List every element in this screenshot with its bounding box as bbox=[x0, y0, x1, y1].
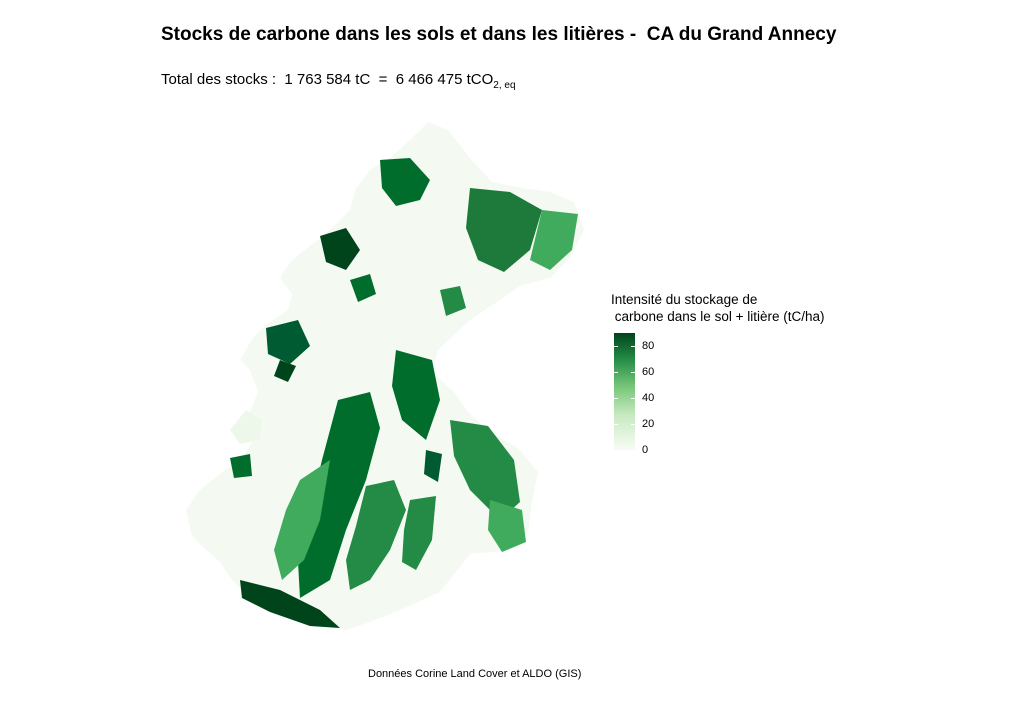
legend-tick-mark-right bbox=[631, 450, 635, 451]
map-subtitle: Total des stocks : 1 763 584 tC = 6 466 … bbox=[161, 71, 516, 91]
forest-patch-north-2 bbox=[320, 228, 360, 270]
forest-fragment-a bbox=[274, 360, 296, 382]
map-caption: Données Corine Land Cover et ALDO (GIS) bbox=[368, 668, 582, 680]
forest-patch-central-east bbox=[392, 350, 440, 440]
legend-tick-mark-left bbox=[614, 346, 618, 347]
forest-ridge-light bbox=[274, 460, 330, 580]
legend-tick-mark-right bbox=[631, 424, 635, 425]
carbon-stock-map bbox=[186, 122, 584, 630]
legend-tick-mark-left bbox=[614, 450, 618, 451]
forest-ridge-south bbox=[346, 480, 406, 590]
forest-patch-west bbox=[266, 320, 310, 364]
legend-tick-mark-right bbox=[631, 372, 635, 373]
legend-colorbar bbox=[614, 333, 635, 450]
map-title: Stocks de carbone dans les sols et dans … bbox=[161, 24, 837, 45]
legend-tick-label: 40 bbox=[642, 392, 655, 404]
forest-fragment-c bbox=[424, 450, 442, 482]
forest-patch-southeast bbox=[488, 500, 526, 552]
legend-tick-label: 20 bbox=[642, 418, 655, 430]
legend-tick-mark-left bbox=[614, 398, 618, 399]
legend-tick-label: 80 bbox=[642, 340, 655, 352]
forest-fragment-b bbox=[230, 454, 252, 478]
forest-patch-northeast bbox=[466, 188, 542, 272]
forest-strip-south bbox=[240, 580, 340, 628]
legend-title: Intensité du stockage de carbone dans le… bbox=[611, 291, 824, 325]
legend-tick-label: 0 bbox=[642, 444, 649, 456]
territory-fragment-west bbox=[230, 410, 262, 444]
forest-patch-east-slope bbox=[450, 420, 520, 520]
subtitle-text: Total des stocks : 1 763 584 tC = 6 466 … bbox=[161, 71, 494, 88]
forest-fragment-d bbox=[350, 274, 376, 302]
legend-title-line2: carbone dans le sol + litière (tC/ha) bbox=[611, 309, 825, 324]
forest-fragment-e bbox=[440, 286, 466, 316]
legend-tick-mark-right bbox=[631, 398, 635, 399]
subtitle-subscript: 2, eq bbox=[493, 80, 516, 91]
legend-tick-mark-right bbox=[631, 346, 635, 347]
legend-tick-mark-left bbox=[614, 424, 618, 425]
forest-ridge-main bbox=[298, 392, 380, 598]
forest-patch-north bbox=[380, 158, 430, 206]
forest-patch-east-light bbox=[530, 210, 578, 270]
forest-ridge-southeast bbox=[402, 496, 436, 570]
legend-title-line1: Intensité du stockage de bbox=[611, 292, 758, 307]
legend-tick-mark-left bbox=[614, 372, 618, 373]
legend-tick-label: 60 bbox=[642, 366, 655, 378]
